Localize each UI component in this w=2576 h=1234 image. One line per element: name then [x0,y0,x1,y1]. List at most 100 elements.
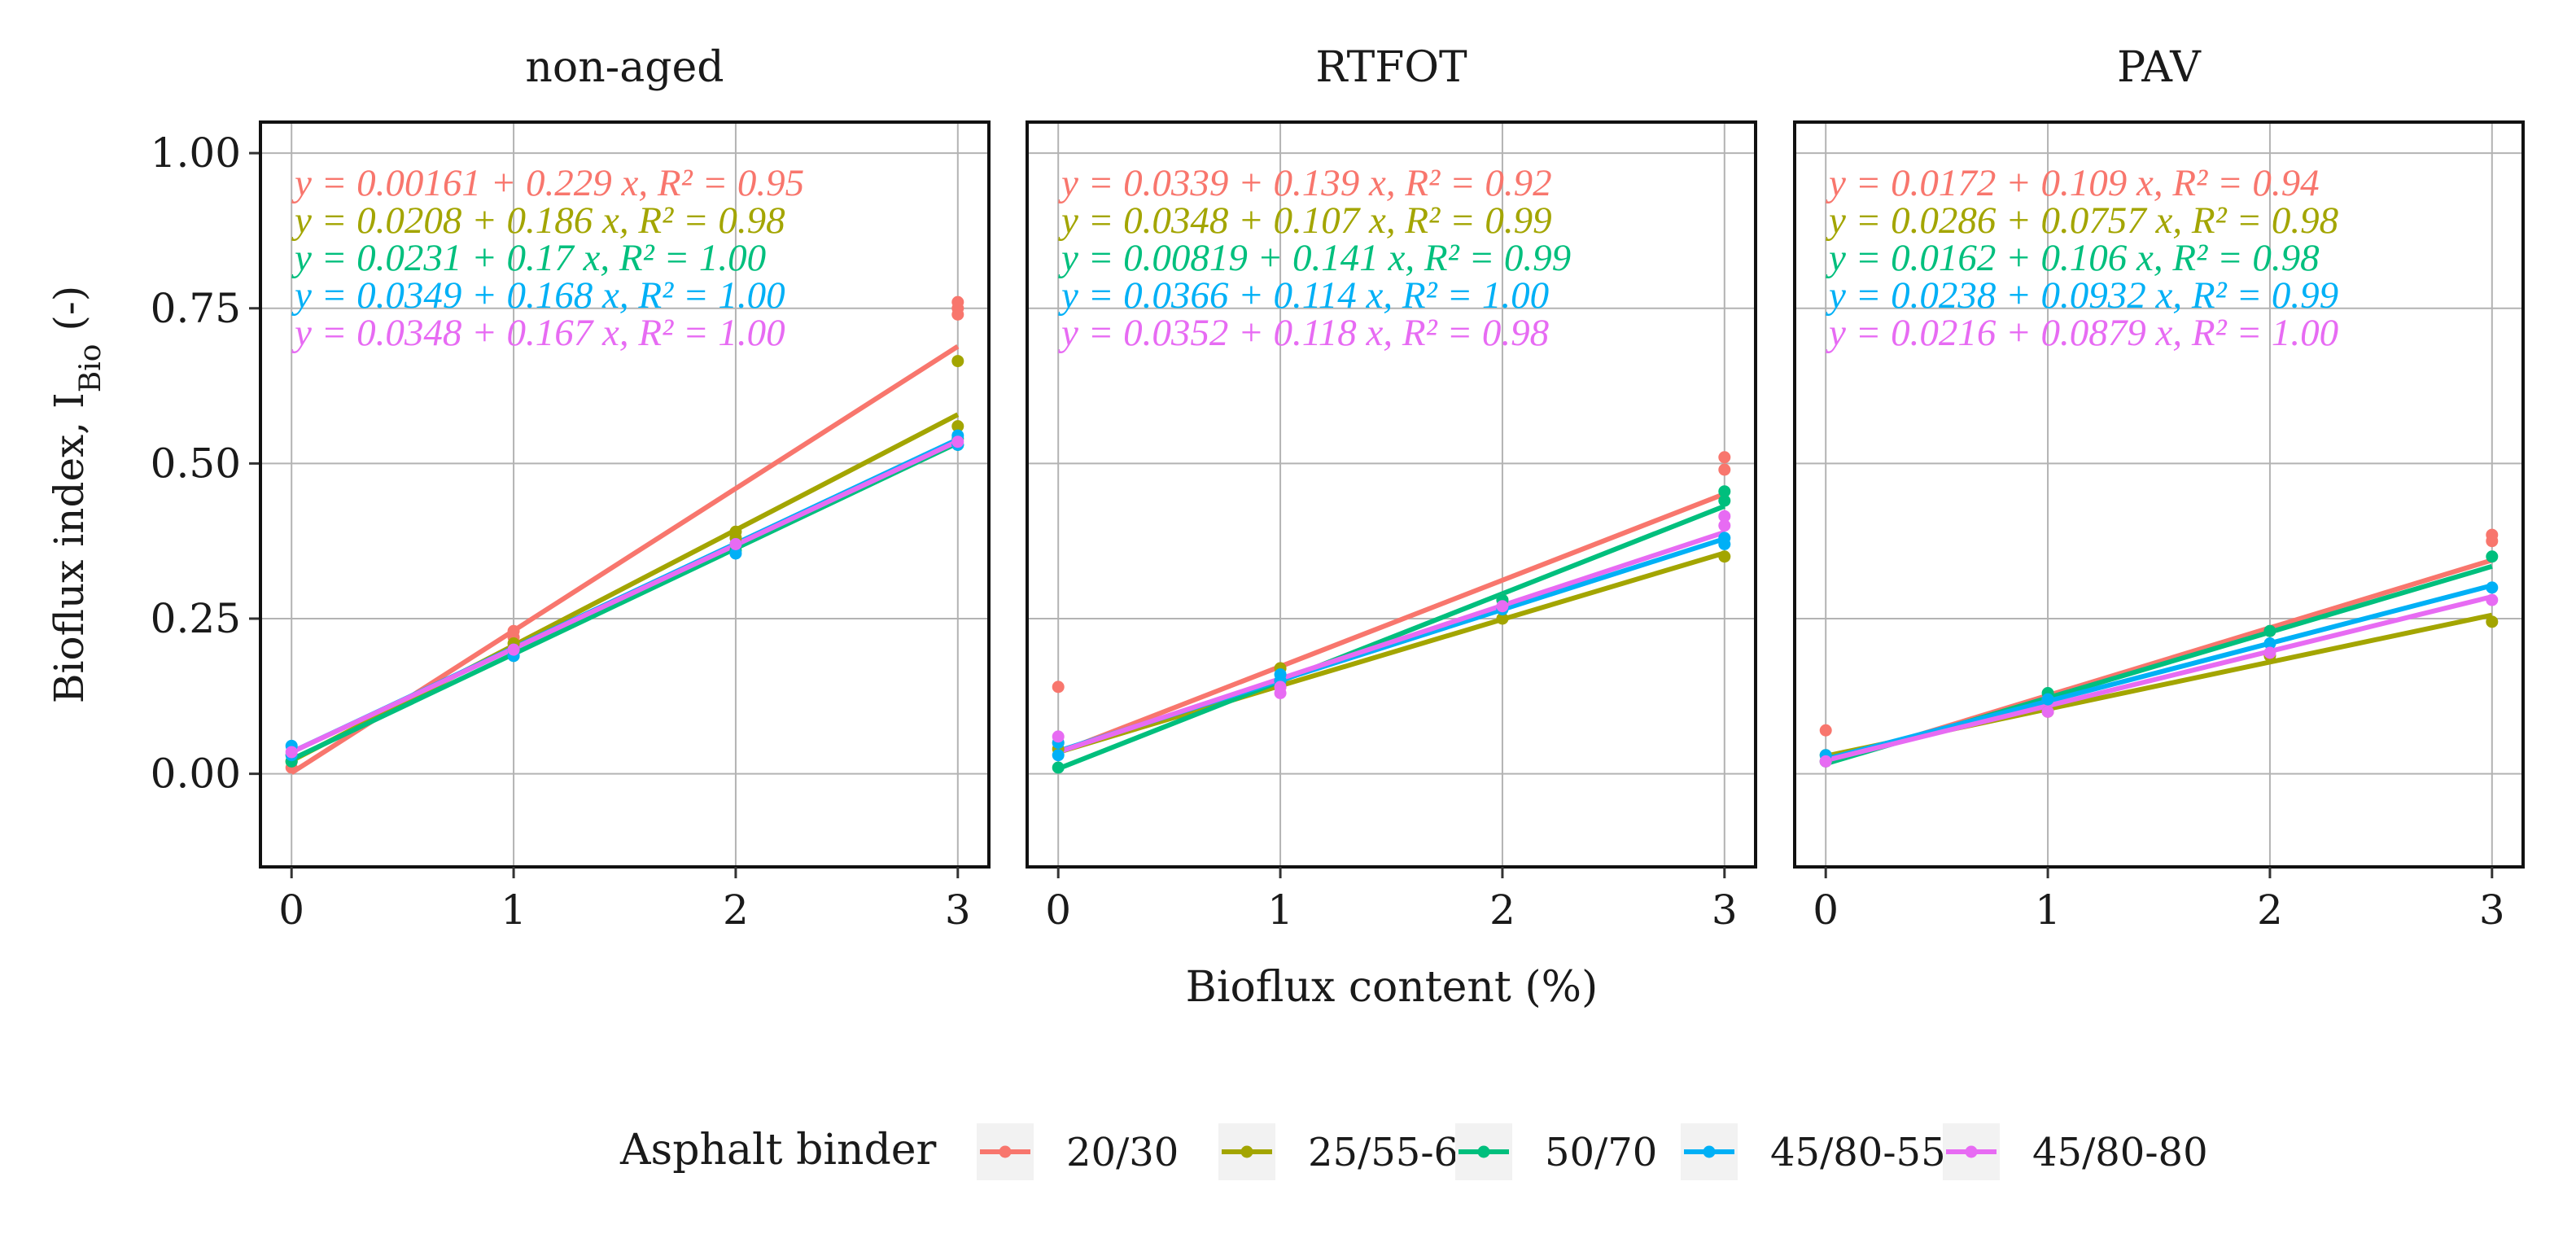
panel-border [1793,120,2525,869]
y-tick-label: 1.00 [151,129,241,177]
data-point [2041,693,2054,706]
data-point [1819,724,1832,737]
regression-line [1057,550,1725,755]
data-point [1718,519,1731,532]
y-tick-label: 0.75 [151,285,241,332]
data-point [2486,593,2499,606]
data-point [2486,615,2499,628]
data-point [2486,581,2499,594]
regression-line [1057,492,1725,755]
data-point [1718,485,1731,498]
legend-item: 45/80-55 [1681,1123,1946,1180]
regression-equation: y = 0.0231 + 0.17 x, R² = 1.00 [291,237,766,279]
regression-equation: y = 0.0366 + 0.114 x, R² = 1.00 [1058,274,1549,317]
data-point [1819,755,1832,768]
data-point [729,525,742,538]
regression-line [1057,504,1725,772]
x-tick-label: 1 [2035,886,2061,934]
legend-label: 20/30 [1066,1130,1179,1175]
data-point [1718,463,1731,476]
legend-item: 45/80-80 [1943,1123,2208,1180]
data-point [2041,705,2054,718]
panel-border [1026,120,1757,869]
regression-line [1825,594,2493,764]
legend-key-point [1703,1145,1716,1158]
regression-equation: y = 0.0216 + 0.0879 x, R² = 1.00 [1826,312,2338,354]
x-tick-label: 1 [501,886,527,934]
legend-label: 45/80-80 [2032,1130,2208,1175]
data-point [2486,550,2499,563]
data-point [729,547,742,560]
regression-equation: y = 0.00161 + 0.229 x, R² = 0.95 [291,162,804,204]
regression-equation: y = 0.0339 + 0.139 x, R² = 0.92 [1058,162,1552,204]
data-point [1718,451,1731,464]
x-tick-label: 1 [1267,886,1293,934]
regression-line [290,412,960,764]
legend-label: 45/80-55 [1770,1130,1946,1175]
data-point [951,435,964,449]
x-tick-label: 0 [1813,886,1839,934]
x-tick-label: 3 [1712,886,1738,934]
legend-label: 50/70 [1545,1130,1657,1175]
y-axis-title: Bioflux index, IBio (-) [46,286,107,703]
x-tick-label: 0 [1045,886,1071,934]
legend-key-point [1477,1145,1490,1158]
regression-equation: y = 0.0286 + 0.0757 x, R² = 0.98 [1826,199,2338,242]
legend-title: Asphalt binder [619,1126,937,1175]
x-axis-title: Bioflux content (%) [1186,963,1599,1012]
data-point [1052,730,1065,743]
data-point [1718,532,1731,545]
regression-equation: y = 0.0348 + 0.107 x, R² = 0.99 [1058,199,1552,242]
y-tick-label: 0.25 [151,595,241,642]
y-tick-label: 0.00 [151,750,241,798]
regression-line [290,439,960,755]
y-tick-label: 0.50 [151,440,241,487]
regression-equation: y = 0.0238 + 0.0932 x, R² = 0.99 [1826,274,2338,317]
x-tick-label: 3 [2479,886,2505,934]
legend-label: 25/55-60 [1308,1130,1484,1175]
regression-line [1825,583,2493,762]
data-point [1718,550,1731,563]
data-point [2486,528,2499,541]
legend-item: 50/70 [1455,1123,1657,1180]
legend: Asphalt binder 20/30 25/55-60 50/70 45/80-55… [619,1123,2208,1180]
regression-equation: y = 0.0162 + 0.106 x, R² = 0.98 [1826,237,2320,279]
data-point [507,624,520,637]
panel-non-aged: non-aged y = 0.00161 + 0.229 x, R² = 0.95… [259,43,991,934]
legend-key-point [999,1145,1012,1158]
regression-equation: y = 0.0208 + 0.186 x, R² = 0.98 [291,199,785,242]
legend-item: 20/30 [977,1123,1179,1180]
x-tick-label: 2 [1489,886,1515,934]
data-point [1274,680,1287,694]
legend-item: 25/55-60 [1218,1123,1484,1180]
regression-equation: y = 0.0172 + 0.109 x, R² = 0.94 [1826,162,2320,204]
regression-line [1057,530,1725,755]
panel-title: non-aged [525,43,724,92]
data-point [2263,637,2276,650]
legend-key-point [1240,1145,1253,1158]
x-tick-label: 2 [723,886,749,934]
data-point [1718,510,1731,523]
data-point [1274,668,1287,681]
panel-border [259,120,991,869]
x-tick-label: 3 [945,886,971,934]
data-point [1718,494,1731,507]
data-point [2263,624,2276,637]
regression-equation: y = 0.0349 + 0.168 x, R² = 1.00 [291,274,785,317]
panel-title: RTFOT [1315,43,1467,92]
data-point [951,355,964,368]
x-tick-label: 0 [278,886,304,934]
data-point [1052,761,1065,774]
data-point [507,643,520,656]
data-point [1052,680,1065,694]
data-point [285,746,298,759]
panel-title: PAV [2117,43,2202,92]
data-point [1496,600,1509,613]
data-point [729,538,742,550]
legend-key-point [1965,1145,1978,1158]
data-point [1052,749,1065,762]
data-point [951,420,964,433]
